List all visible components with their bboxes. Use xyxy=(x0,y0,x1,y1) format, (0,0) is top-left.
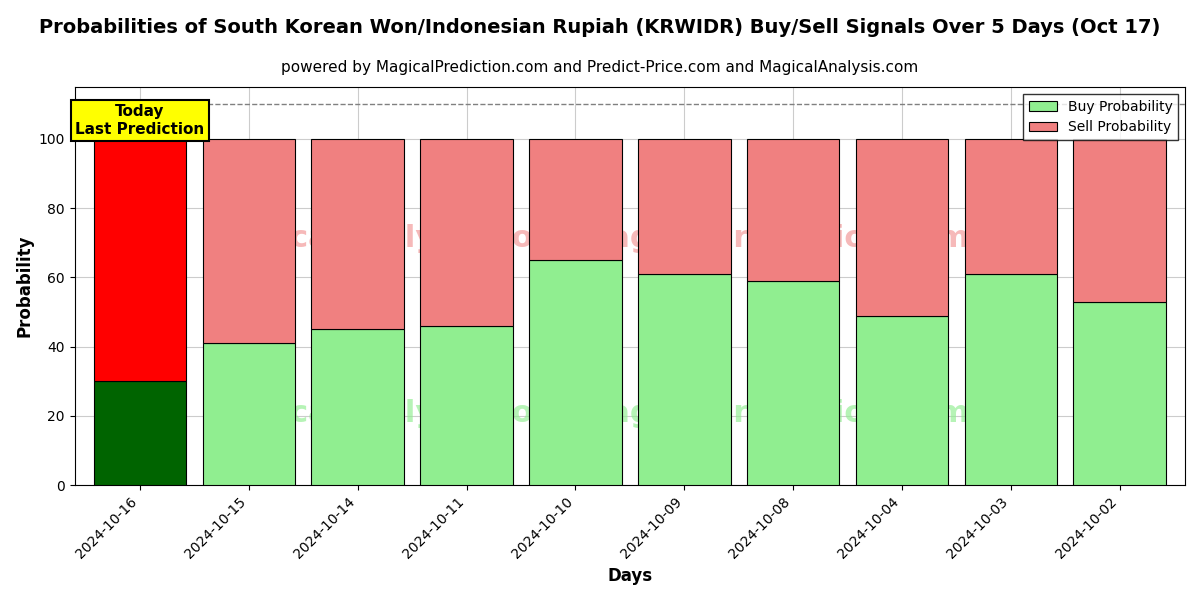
Bar xyxy=(746,139,839,281)
Legend: Buy Probability, Sell Probability: Buy Probability, Sell Probability xyxy=(1024,94,1178,140)
Bar xyxy=(856,316,948,485)
Bar xyxy=(420,326,512,485)
Text: MagicalPrediction.com: MagicalPrediction.com xyxy=(580,224,970,253)
Bar xyxy=(638,139,731,274)
Y-axis label: Probability: Probability xyxy=(16,235,34,337)
Bar xyxy=(856,139,948,316)
Bar xyxy=(746,281,839,485)
Bar xyxy=(529,139,622,260)
Bar xyxy=(312,329,404,485)
Bar xyxy=(203,343,295,485)
Bar xyxy=(638,274,731,485)
Bar xyxy=(1074,139,1166,302)
Text: Probabilities of South Korean Won/Indonesian Rupiah (KRWIDR) Buy/Sell Signals Ov: Probabilities of South Korean Won/Indone… xyxy=(40,18,1160,37)
Text: MagicalAnalysis.com: MagicalAnalysis.com xyxy=(206,224,564,253)
Bar xyxy=(965,139,1057,274)
X-axis label: Days: Days xyxy=(607,567,653,585)
Text: Today
Last Prediction: Today Last Prediction xyxy=(76,104,204,137)
Bar xyxy=(94,139,186,381)
Bar xyxy=(965,274,1057,485)
Text: MagicalAnalysis.com: MagicalAnalysis.com xyxy=(206,399,564,428)
Bar xyxy=(312,139,404,329)
Bar xyxy=(529,260,622,485)
Bar xyxy=(94,381,186,485)
Bar xyxy=(1074,302,1166,485)
Text: MagicalPrediction.com: MagicalPrediction.com xyxy=(580,399,970,428)
Bar xyxy=(203,139,295,343)
Text: powered by MagicalPrediction.com and Predict-Price.com and MagicalAnalysis.com: powered by MagicalPrediction.com and Pre… xyxy=(281,60,919,75)
Bar xyxy=(420,139,512,326)
